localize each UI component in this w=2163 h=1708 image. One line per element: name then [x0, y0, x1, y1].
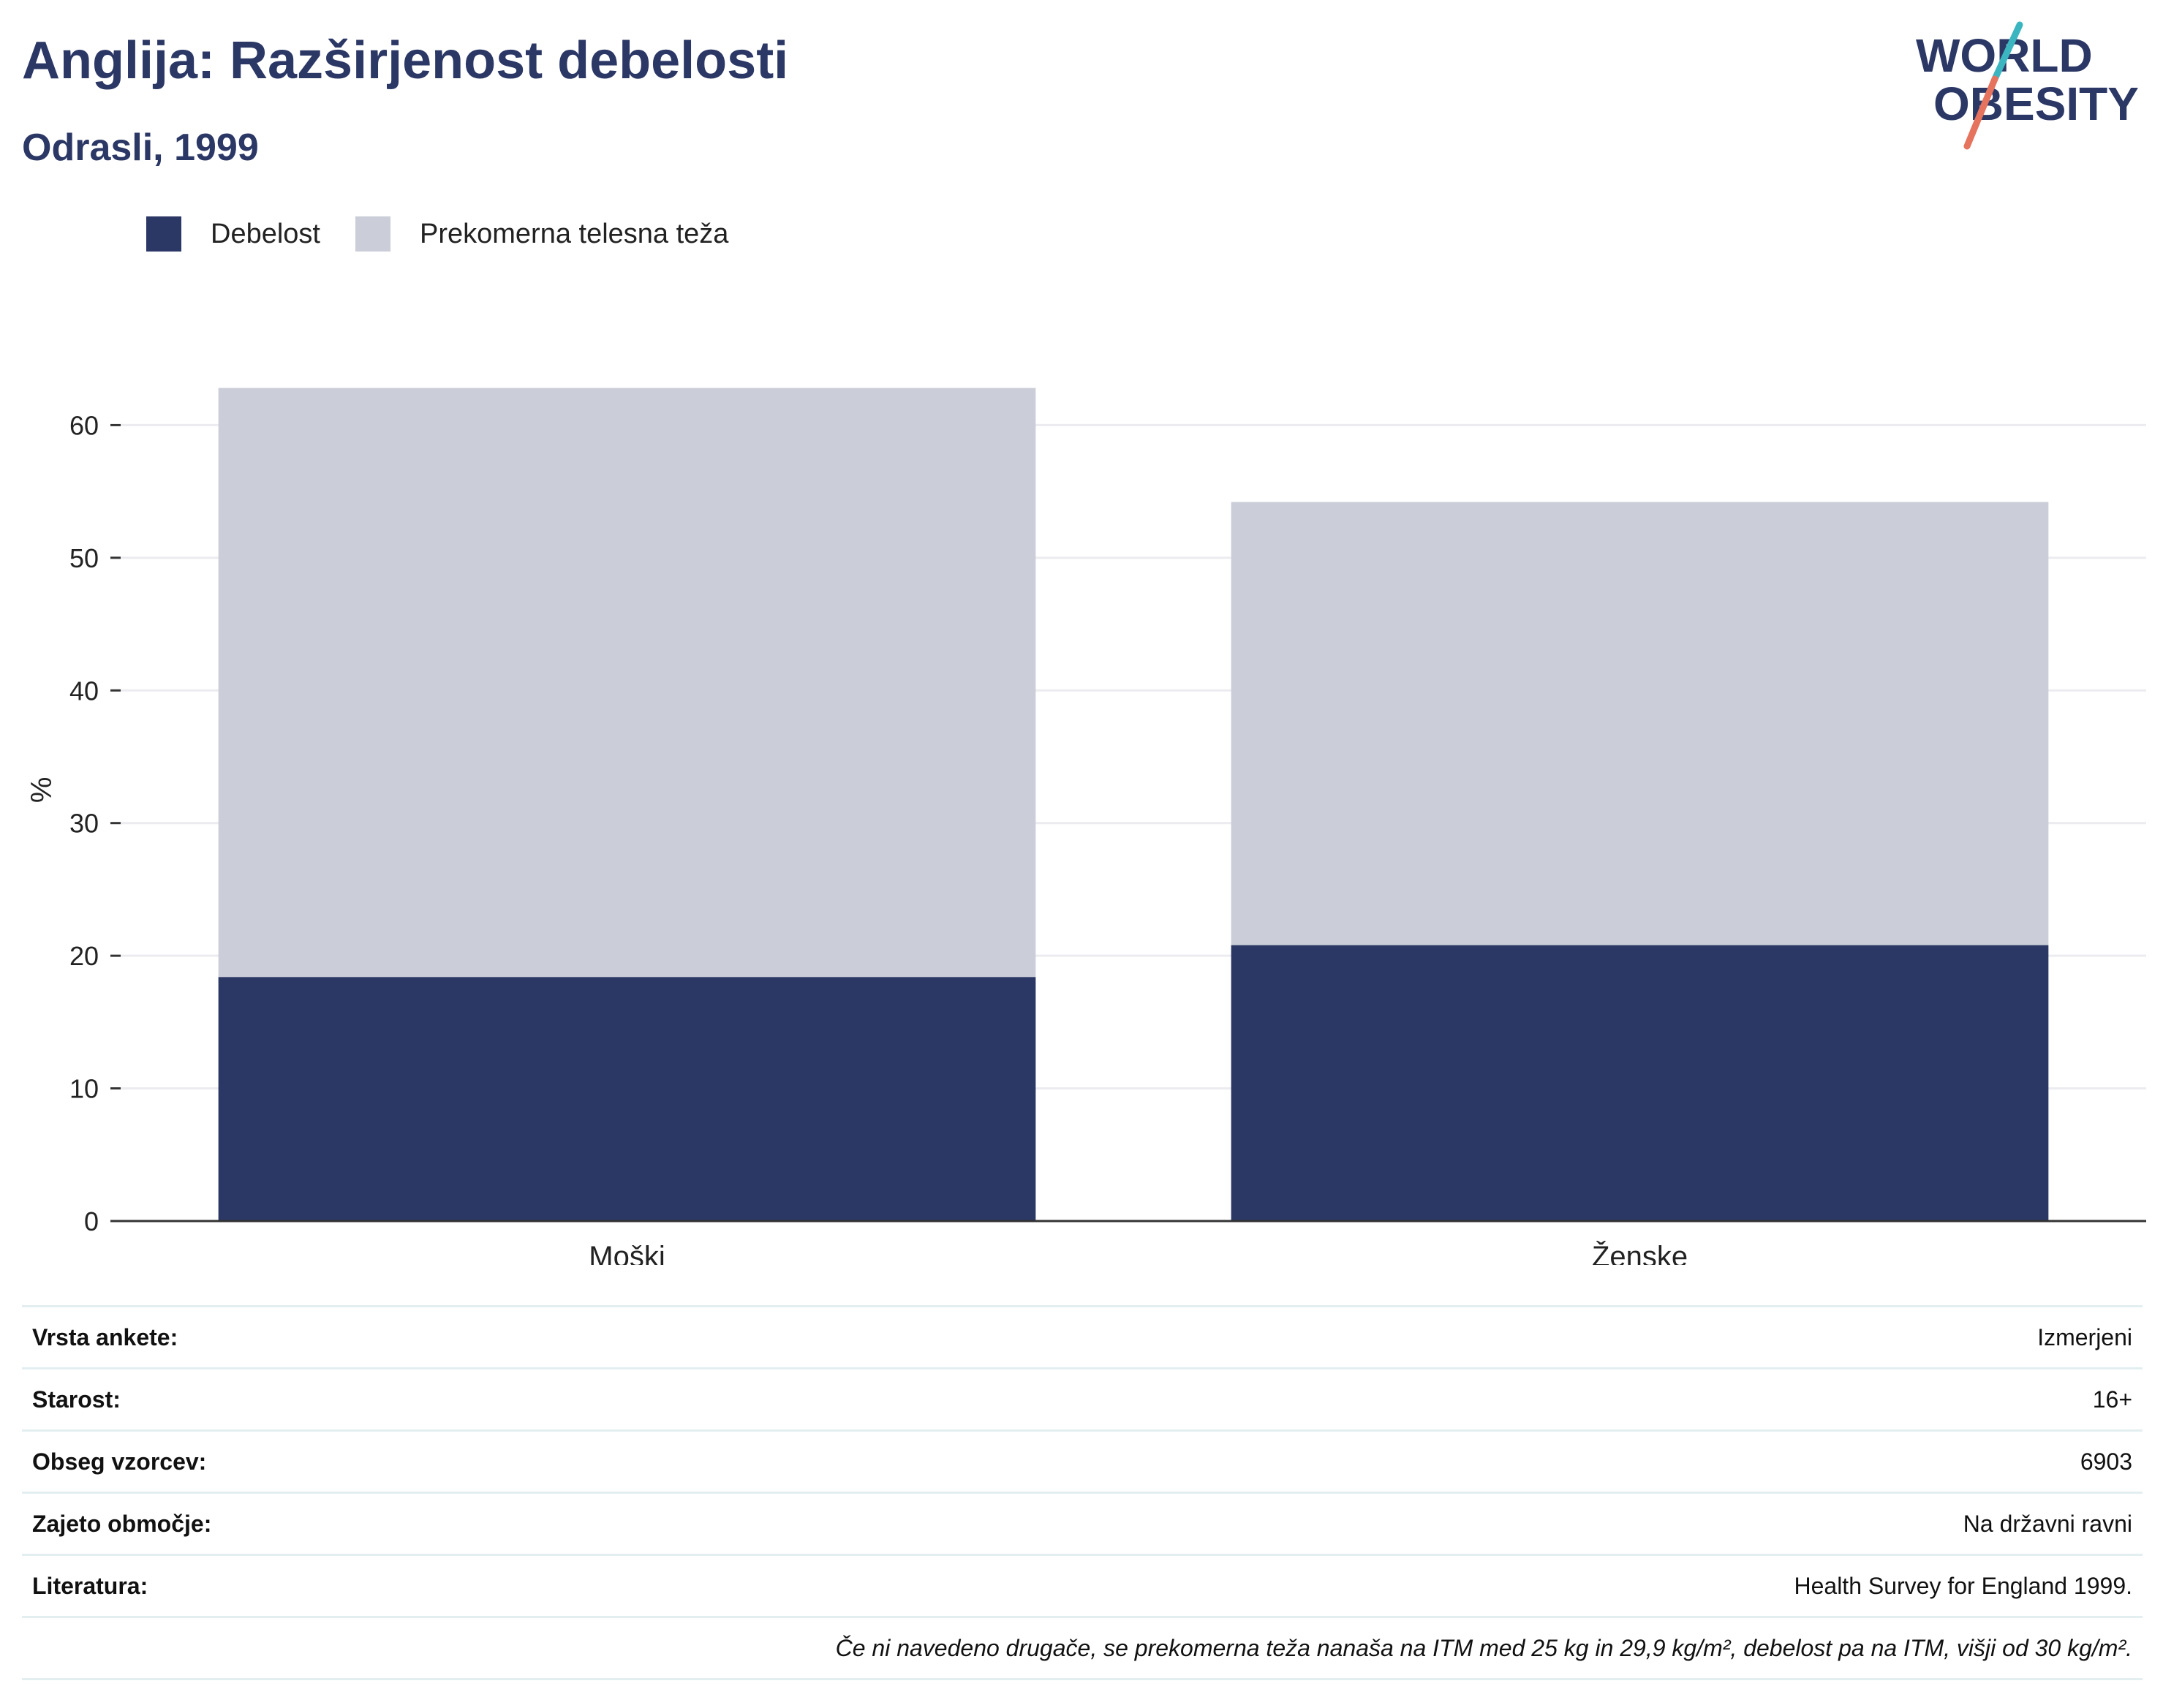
y-axis-label: %	[26, 777, 58, 804]
info-value: 6903	[2080, 1448, 2132, 1475]
info-value: Health Survey for England 1999.	[1794, 1572, 2132, 1599]
legend-swatch-obesity	[146, 216, 181, 252]
survey-info-table: Vrsta ankete: Izmerjeni Starost: 16+ Obs…	[22, 1305, 2143, 1680]
bar-overweight	[218, 388, 1036, 978]
info-row-sample-size: Obseg vzorcev: 6903	[22, 1429, 2143, 1492]
legend-swatch-overweight	[355, 216, 390, 252]
info-row-survey-type: Vrsta ankete: Izmerjeni	[22, 1305, 2143, 1367]
y-tick-label: 30	[69, 809, 99, 839]
bar-layer	[218, 388, 2049, 1221]
y-tick-label: 50	[69, 543, 99, 573]
world-obesity-logo: WORLD OBESITY	[1916, 21, 2139, 150]
legend-item-overweight: Prekomerna telesna teža	[355, 216, 728, 252]
legend-label-obesity: Debelost	[211, 218, 320, 249]
chart-legend: Debelost Prekomerna telesna teža	[146, 216, 763, 252]
y-tick-label: 10	[69, 1074, 99, 1104]
info-row-age: Starost: 16+	[22, 1367, 2143, 1429]
info-label: Starost:	[32, 1386, 121, 1413]
bar-obesity	[1231, 945, 2049, 1221]
info-label: Zajeto območje:	[32, 1510, 212, 1537]
logo-line-2: OBESITY	[1933, 78, 2139, 130]
info-value: Izmerjeni	[2037, 1323, 2132, 1350]
info-value: 16+	[2092, 1386, 2132, 1413]
logo-slash-top	[1991, 21, 2023, 83]
info-label: Literatura:	[32, 1572, 148, 1599]
bar-obesity	[218, 977, 1036, 1221]
legend-item-obesity: Debelost	[146, 216, 320, 252]
y-tick-label: 0	[84, 1206, 99, 1236]
page-subtitle: Odrasli, 1999	[22, 126, 259, 169]
x-tick-label: Moški	[589, 1241, 665, 1265]
legend-label-overweight: Prekomerna telesna teža	[419, 218, 729, 249]
info-label: Obseg vzorcev:	[32, 1448, 207, 1475]
y-tick-label: 60	[69, 410, 99, 440]
info-value: Na državni ravni	[1963, 1510, 2132, 1537]
info-row-reference: Literatura: Health Survey for England 19…	[22, 1554, 2143, 1616]
y-tick-label: 40	[69, 676, 99, 706]
y-tick-label: 20	[69, 941, 99, 971]
info-row-area: Zajeto območje: Na državni ravni	[22, 1492, 2143, 1554]
axis-layer: 0 10 20 30 40 50 60% Moški Ženske	[26, 410, 2146, 1265]
page-title: Anglija: Razširjenost debelosti	[22, 31, 789, 90]
definition-note: Če ni navedeno drugače, se prekomerna te…	[22, 1616, 2143, 1680]
info-label: Vrsta ankete:	[32, 1323, 178, 1350]
logo-slash-bottom	[1963, 75, 1998, 150]
stacked-bar-chart: 0 10 20 30 40 50 60% Moški Ženske	[26, 388, 2146, 1265]
x-tick-label: Ženske	[1592, 1240, 1688, 1265]
bar-overweight	[1231, 502, 2049, 945]
